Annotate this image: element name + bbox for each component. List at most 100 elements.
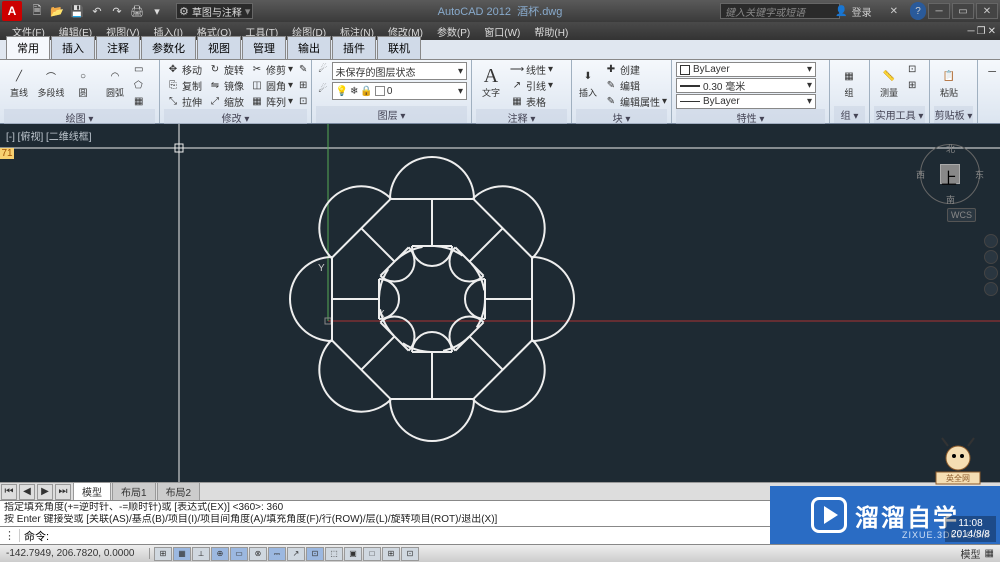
- sign-in-button[interactable]: 👤 登录: [829, 2, 877, 20]
- modify-extra-3[interactable]: ⊡: [297, 94, 309, 109]
- leader-button[interactable]: ↗引线▾: [508, 78, 555, 93]
- modify-extra-1[interactable]: ✎: [297, 62, 309, 77]
- layout-first-button[interactable]: ⏮: [1, 484, 17, 500]
- doc-close-button[interactable]: ✕: [988, 26, 996, 37]
- tab-home[interactable]: 常用: [6, 36, 50, 59]
- layout-prev-button[interactable]: ◀: [19, 484, 35, 500]
- modify-extra-2[interactable]: ⊞: [297, 78, 309, 93]
- view-cube[interactable]: 上 北 南 东 西: [920, 144, 980, 204]
- table-button[interactable]: ▦表格: [508, 94, 555, 109]
- array-button[interactable]: ▦阵列▾: [248, 94, 295, 109]
- tab-output[interactable]: 输出: [287, 36, 331, 59]
- command-input[interactable]: [20, 530, 1000, 542]
- nav-wheel-icon[interactable]: [984, 234, 998, 248]
- layout1-tab[interactable]: 布局1: [112, 482, 156, 501]
- scale-button[interactable]: ⤢缩放: [206, 94, 246, 109]
- command-line[interactable]: ⋮: [0, 526, 1000, 544]
- linear-dim-button[interactable]: ⟶线性▾: [508, 62, 555, 77]
- ortho-toggle[interactable]: ⟂: [192, 547, 210, 561]
- tab-insert[interactable]: 插入: [51, 36, 95, 59]
- group-button[interactable]: ▦组: [834, 62, 864, 98]
- viewport-label[interactable]: [-] [俯视] [二维线框]: [6, 128, 92, 143]
- tab-view[interactable]: 视图: [197, 36, 241, 59]
- nav-orbit-icon[interactable]: [984, 282, 998, 296]
- tab-online[interactable]: 联机: [377, 36, 421, 59]
- nav-pan-icon[interactable]: [984, 250, 998, 264]
- status-model-label[interactable]: 模型: [961, 546, 981, 561]
- qp-toggle[interactable]: □: [363, 547, 381, 561]
- util-2[interactable]: ⊞: [906, 78, 918, 93]
- dyn-toggle[interactable]: ⊡: [306, 547, 324, 561]
- qat-redo-icon[interactable]: ↷: [108, 2, 126, 20]
- exchange-icon[interactable]: ✕: [884, 2, 904, 20]
- otrack-toggle[interactable]: ⎓: [268, 547, 286, 561]
- layout-last-button[interactable]: ⏭: [55, 484, 71, 500]
- layout-model-tab[interactable]: 模型: [73, 482, 111, 501]
- trim-button[interactable]: ✂修剪▾: [248, 62, 295, 77]
- status-layout-icon[interactable]: ▦: [985, 548, 994, 559]
- block-attr-button[interactable]: ✎编辑属性▾: [602, 94, 669, 109]
- stretch-button[interactable]: ⤡拉伸: [164, 94, 204, 109]
- layout2-tab[interactable]: 布局2: [157, 482, 201, 501]
- panel-utilities-title[interactable]: 实用工具 ▾: [874, 106, 925, 123]
- maximize-button[interactable]: ▭: [952, 3, 974, 19]
- doc-restore-button[interactable]: ❐: [977, 26, 986, 37]
- panel-group-title[interactable]: 组 ▾: [834, 106, 865, 123]
- insert-block-button[interactable]: ⬇插入: [576, 62, 600, 98]
- tab-parametric[interactable]: 参数化: [141, 36, 196, 59]
- lineweight-combo[interactable]: 0.30 毫米▾: [676, 78, 816, 93]
- rotate-button[interactable]: ↻旋转: [206, 62, 246, 77]
- grid-toggle[interactable]: ▦: [173, 547, 191, 561]
- tab-annotate[interactable]: 注释: [96, 36, 140, 59]
- doc-minimize-button[interactable]: ─: [968, 26, 975, 37]
- move-button[interactable]: ✥移动: [164, 62, 204, 77]
- fillet-button[interactable]: ◫圆角▾: [248, 78, 295, 93]
- snap-toggle[interactable]: ⊞: [154, 547, 172, 561]
- layer-props-icon[interactable]: ☄: [316, 62, 330, 76]
- 3dosnap-toggle[interactable]: ⊗: [249, 547, 267, 561]
- util-1[interactable]: ⊡: [906, 62, 918, 77]
- qat-new-icon[interactable]: 🗎: [28, 2, 46, 20]
- layer-state-combo[interactable]: 未保存的图层状态▾: [332, 62, 467, 80]
- qat-print-icon[interactable]: 🖨: [128, 2, 146, 20]
- copy-button[interactable]: ⎘复制: [164, 78, 204, 93]
- qat-open-icon[interactable]: 📂: [48, 2, 66, 20]
- linetype-combo[interactable]: ByLayer▾: [676, 94, 816, 109]
- polygon-button[interactable]: ⬠: [132, 78, 145, 93]
- polar-toggle[interactable]: ⊕: [211, 547, 229, 561]
- mirror-button[interactable]: ⇋镜像: [206, 78, 246, 93]
- am-toggle[interactable]: ⊡: [401, 547, 419, 561]
- tab-manage[interactable]: 管理: [242, 36, 286, 59]
- circle-button[interactable]: ○圆: [68, 62, 98, 98]
- sc-toggle[interactable]: ⊞: [382, 547, 400, 561]
- panel-clipboard-title[interactable]: 剪贴板 ▾: [934, 106, 973, 123]
- help-icon[interactable]: ?: [910, 2, 926, 20]
- command-handle-icon[interactable]: ⋮: [0, 529, 20, 542]
- paste-button[interactable]: 📋粘贴: [934, 62, 964, 98]
- menu-window[interactable]: 窗口(W): [478, 22, 526, 41]
- panel-layer-title[interactable]: 图层 ▾: [316, 106, 467, 123]
- hatch-button[interactable]: ▦: [132, 94, 145, 109]
- layout-next-button[interactable]: ▶: [37, 484, 53, 500]
- line-button[interactable]: ╱直线: [4, 62, 34, 98]
- menu-help[interactable]: 帮助(H): [528, 22, 574, 41]
- polyline-button[interactable]: ⌒多段线: [36, 62, 66, 98]
- block-edit-button[interactable]: ✎编辑: [602, 78, 669, 93]
- block-create-button[interactable]: ✚创建: [602, 62, 669, 77]
- minimize-button[interactable]: ─: [928, 3, 950, 19]
- app-logo[interactable]: A: [2, 1, 22, 21]
- qat-save-icon[interactable]: 💾: [68, 2, 86, 20]
- arc-button[interactable]: ◠圆弧: [100, 62, 130, 98]
- qat-undo-icon[interactable]: ↶: [88, 2, 106, 20]
- tpy-toggle[interactable]: ▣: [344, 547, 362, 561]
- nav-zoom-icon[interactable]: [984, 266, 998, 280]
- help-search-input[interactable]: 键入关键字或短语: [720, 3, 840, 19]
- tab-plugins[interactable]: 插件: [332, 36, 376, 59]
- drawing-viewport[interactable]: [-] [俯视] [二维线框] XY 上 北 南 东 西 WCS: [0, 124, 1000, 482]
- layer-icon[interactable]: ☄: [316, 82, 330, 96]
- ducs-toggle[interactable]: ↗: [287, 547, 305, 561]
- rectangle-button[interactable]: ▭: [132, 62, 145, 77]
- menu-parametric[interactable]: 参数(P): [431, 22, 476, 41]
- osnap-toggle[interactable]: ▭: [230, 547, 248, 561]
- close-button[interactable]: ✕: [976, 3, 998, 19]
